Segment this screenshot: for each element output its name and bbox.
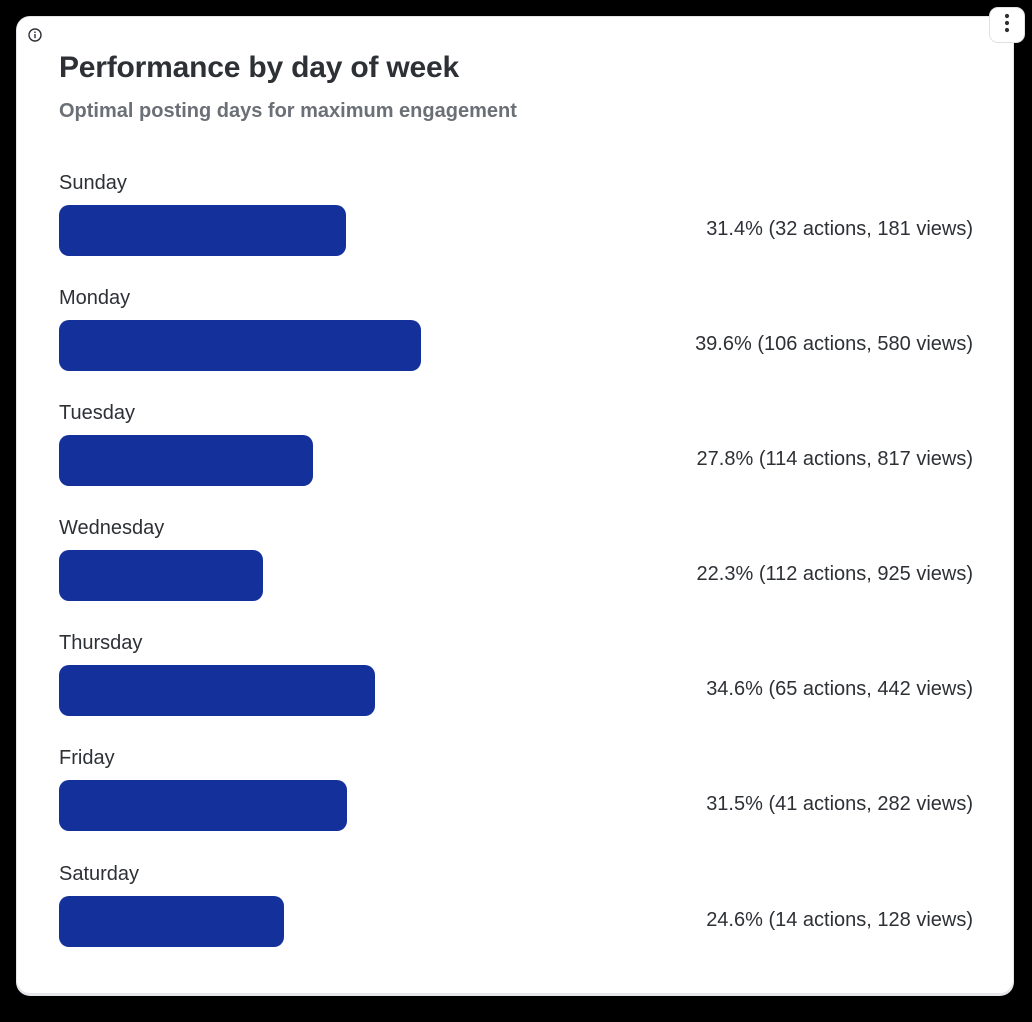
day-row-sunday: Sunday 31.4% (32 actions, 181 views) (0, 172, 1032, 282)
day-row-friday: Friday 31.5% (41 actions, 282 views) (0, 747, 1032, 857)
day-label: Wednesday (59, 517, 165, 539)
value-label: 31.4% (32 actions, 181 views) (706, 218, 973, 240)
bar[interactable] (59, 435, 314, 486)
bar[interactable] (59, 896, 284, 947)
more-vertical-icon (1004, 13, 1010, 38)
day-label: Sunday (59, 172, 127, 194)
more-options-button[interactable] (989, 7, 1025, 43)
value-label: 27.8% (114 actions, 817 views) (696, 448, 973, 470)
day-label: Saturday (59, 863, 140, 885)
value-label: 39.6% (106 actions, 580 views) (695, 333, 973, 355)
day-row-tuesday: Tuesday 27.8% (114 actions, 817 views) (0, 402, 1032, 512)
bar[interactable] (59, 665, 376, 716)
bar[interactable] (59, 205, 346, 256)
value-label: 34.6% (65 actions, 442 views) (706, 678, 973, 700)
day-row-monday: Monday 39.6% (106 actions, 580 views) (0, 287, 1032, 397)
day-row-thursday: Thursday 34.6% (65 actions, 442 views) (0, 632, 1032, 742)
value-label: 22.3% (112 actions, 925 views) (696, 563, 973, 585)
day-label: Monday (59, 287, 131, 309)
day-of-week-performance-card (16, 16, 1014, 994)
bar[interactable] (59, 320, 421, 371)
day-label: Friday (59, 747, 115, 769)
info-icon[interactable] (28, 28, 42, 42)
value-label: 24.6% (14 actions, 128 views) (706, 909, 973, 931)
bar[interactable] (59, 550, 263, 601)
day-label: Tuesday (59, 402, 135, 424)
chart-title: Performance by day of week (59, 51, 459, 84)
chart-subtitle: Optimal posting days for maximum engagem… (59, 100, 517, 122)
day-row-wednesday: Wednesday 22.3% (112 actions, 925 views) (0, 517, 1032, 627)
bar[interactable] (59, 780, 347, 831)
value-label: 31.5% (41 actions, 282 views) (706, 793, 973, 815)
day-label: Thursday (59, 632, 143, 654)
day-row-saturday: Saturday 24.6% (14 actions, 128 views) (0, 863, 1032, 973)
